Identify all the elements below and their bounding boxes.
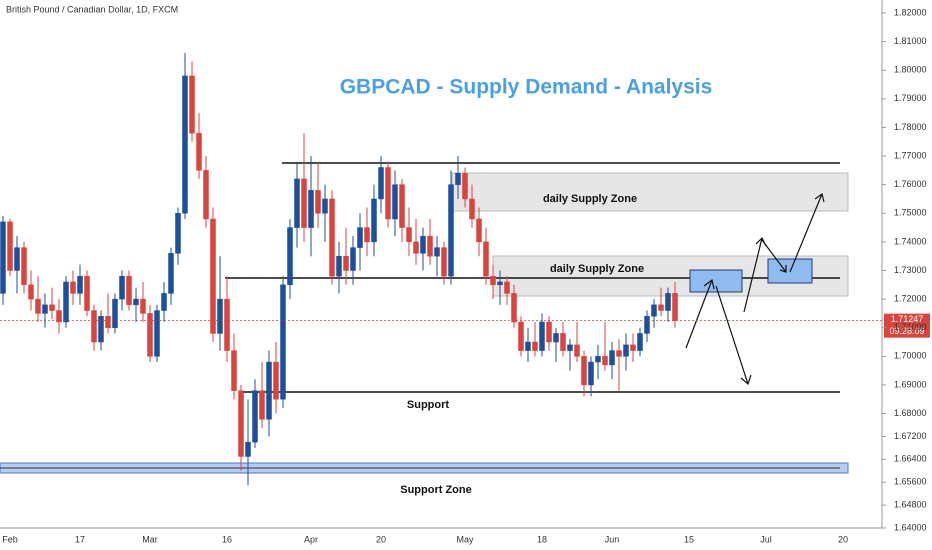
symbol-title: British Pound / Canadian Dollar, 1D, FXC…	[6, 4, 178, 14]
x-tick-label: 16	[222, 534, 232, 544]
y-tick-label: 1.70000	[894, 351, 927, 361]
projection	[685, 192, 825, 386]
y-tick-label: 1.77000	[894, 150, 927, 160]
y-tick-label: 1.71000	[894, 322, 927, 332]
x-tick-label: Jun	[605, 534, 620, 544]
y-tick-label: 1.64000	[894, 522, 927, 532]
y-tick-label: 1.74000	[894, 236, 927, 246]
countdown: 09:28:09	[889, 326, 924, 336]
x-tick-label: 20	[376, 534, 386, 544]
y-tick-label: 1.82000	[894, 7, 927, 17]
x-tick-label: 17	[75, 534, 85, 544]
x-tick-label: Feb	[2, 534, 18, 544]
arrow	[789, 192, 825, 273]
annotation: daily Supply Zone	[550, 263, 644, 275]
y-tick-label: 1.69000	[894, 379, 927, 389]
y-tick-label: 1.81000	[894, 36, 927, 46]
x-tick-label: Mar	[142, 534, 158, 544]
arrow	[715, 285, 752, 386]
x-tick-label: 20	[838, 534, 848, 544]
y-tick-label: 1.73000	[894, 265, 927, 275]
y-tick-label: 1.72000	[894, 293, 927, 303]
annotation: daily Supply Zone	[543, 193, 637, 205]
y-tick-label: 1.79000	[894, 93, 927, 103]
last-price-box	[884, 313, 930, 338]
arrow	[761, 239, 787, 273]
annotation: Support Zone	[400, 484, 472, 496]
x-tick-label: Jul	[760, 534, 772, 544]
y-tick-label: 1.67200	[894, 431, 927, 441]
chart-title: GBPCAD - Supply Demand - Analysis	[340, 76, 713, 99]
x-tick-label: May	[456, 534, 474, 544]
arrows	[685, 192, 825, 386]
last-price-label: 1.71247	[891, 314, 924, 324]
y-tick-label: 1.68000	[894, 408, 927, 418]
y-tick-label: 1.65600	[894, 477, 927, 487]
x-tick-label: 18	[537, 534, 547, 544]
target-box	[767, 258, 813, 284]
x-tick-label: Apr	[304, 534, 318, 544]
y-tick-label: 1.66400	[894, 454, 927, 464]
target-box	[689, 269, 743, 293]
y-tick-label: 1.64800	[894, 499, 927, 509]
y-tick-label: 1.75000	[894, 208, 927, 218]
y-tick-label: 1.76000	[894, 179, 927, 189]
y-tick-label: 1.80000	[894, 65, 927, 75]
annotation: Support	[407, 399, 449, 411]
supply-zone	[451, 172, 849, 212]
x-tick-label: 15	[684, 534, 694, 544]
y-tick-label: 1.78000	[894, 122, 927, 132]
arrow	[685, 278, 715, 349]
